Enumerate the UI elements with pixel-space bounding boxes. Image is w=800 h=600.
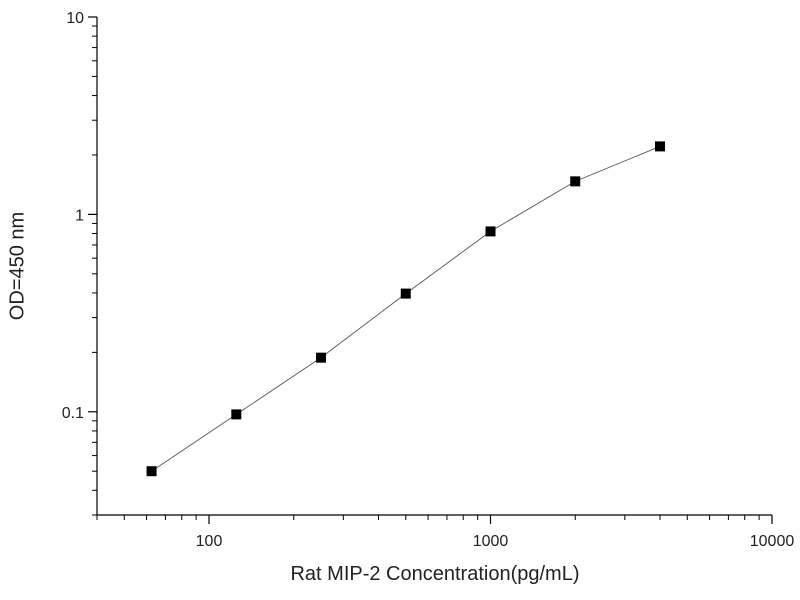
data-point (231, 409, 242, 420)
x-tick-label: 100 (196, 533, 223, 550)
y-axis-title: OD=450 nm (6, 212, 28, 320)
data-point (654, 141, 665, 152)
data-point (146, 466, 157, 477)
x-tick-label: 10000 (750, 533, 795, 550)
data-point (316, 352, 327, 363)
x-axis-title: Rat MIP-2 Concentration(pg/mL) (290, 563, 579, 585)
x-tick-label: 1000 (473, 533, 509, 550)
data-point (485, 226, 496, 237)
y-tick-label: 0.1 (62, 405, 84, 422)
y-tick-label: 1 (75, 207, 84, 224)
y-tick-label: 10 (66, 10, 84, 27)
series-line (151, 145, 661, 472)
data-point (400, 288, 411, 299)
data-point (570, 176, 581, 187)
